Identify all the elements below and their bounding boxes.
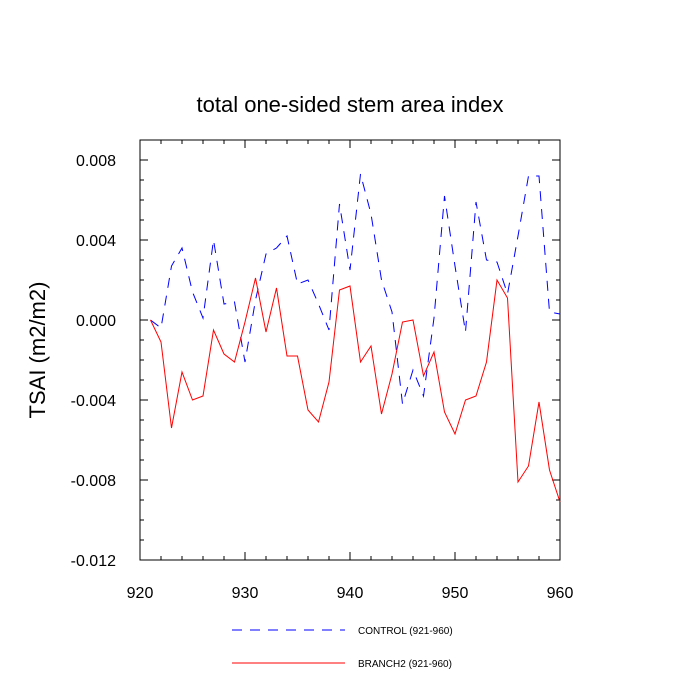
y-tick-label: 0.004 [76, 233, 116, 250]
y-axis-label: TSAI (m2/m2) [25, 282, 50, 419]
x-tick-label: 930 [232, 585, 259, 602]
x-tick-label: 940 [337, 585, 364, 602]
y-tick-label: 0.008 [76, 153, 116, 170]
y-tick-label: -0.004 [71, 393, 116, 410]
series-line-branch2 [150, 277, 561, 503]
y-tick-label: 0.000 [76, 313, 116, 330]
x-tick-label: 950 [442, 585, 469, 602]
chart-title: total one-sided stem area index [197, 92, 504, 117]
x-tick-label: 920 [127, 585, 154, 602]
series-line-control [150, 173, 561, 405]
x-tick-label: 960 [547, 585, 574, 602]
plot-frame [139, 139, 561, 561]
tick-labels: 920 930 940 950 960 -0.012 -0.008 -0.004 0.000 0.… [71, 153, 574, 602]
axis-ticks [139, 139, 561, 561]
series-layer [150, 173, 561, 503]
y-tick-label: -0.008 [71, 473, 116, 490]
legend: CONTROL (921-960) BRANCH2 (921-960) [232, 626, 453, 670]
legend-label-control: CONTROL (921-960) [358, 626, 453, 637]
y-tick-label: -0.012 [71, 553, 116, 570]
legend-label-branch2: BRANCH2 (921-960) [358, 659, 452, 670]
